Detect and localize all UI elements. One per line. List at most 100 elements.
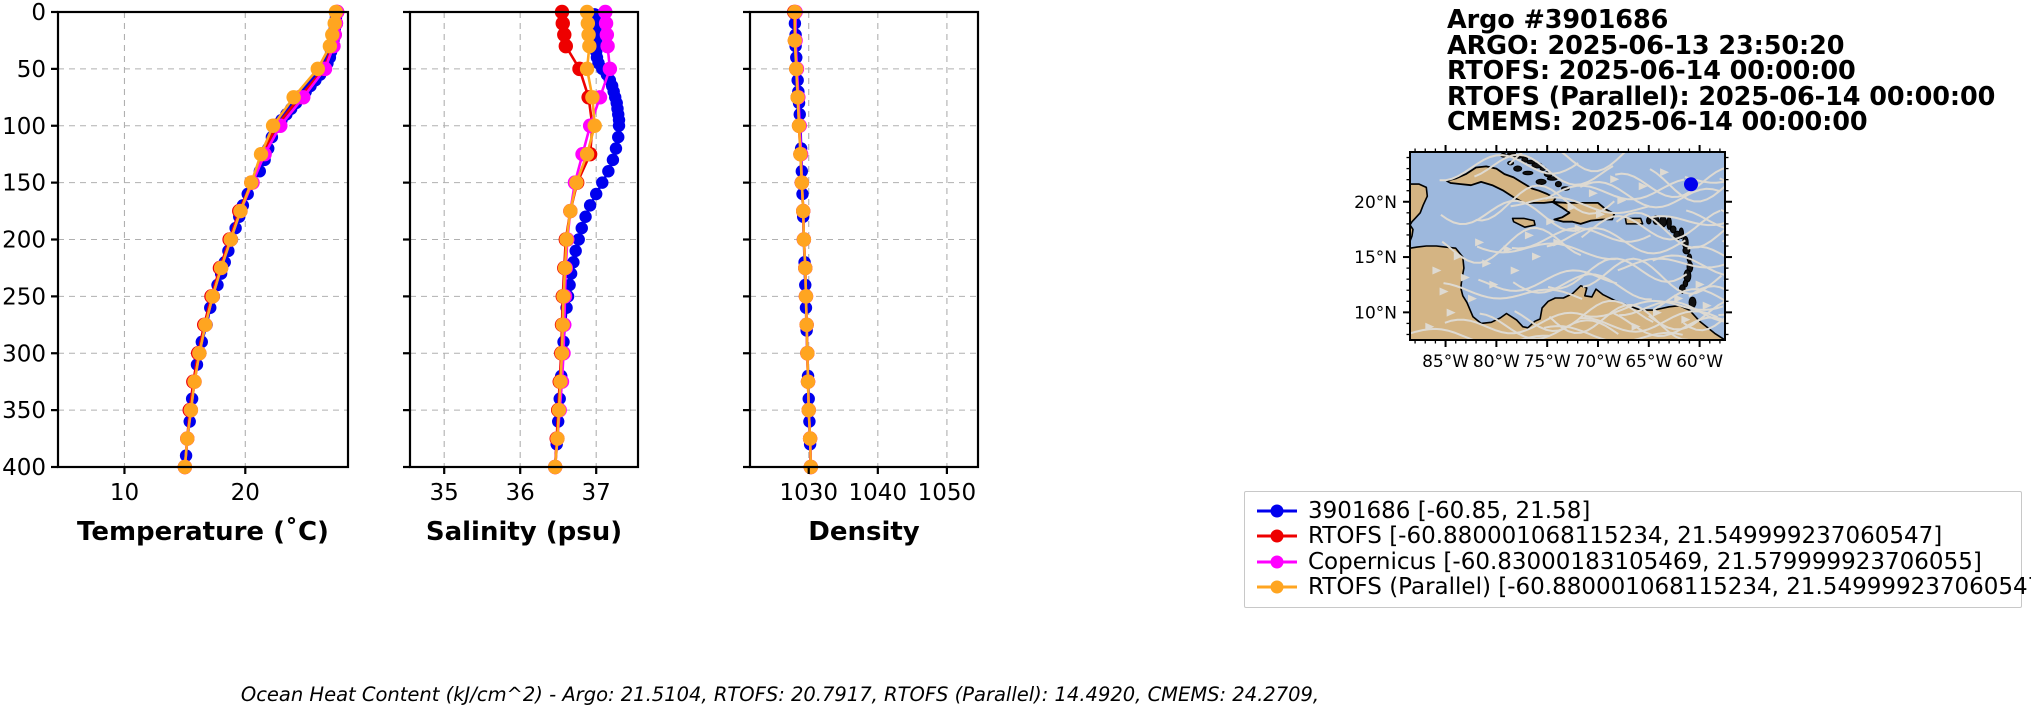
data-point	[286, 90, 301, 105]
temperature-chart: 0 50 100 150 200 250 300 350 400 10 20 Temperature …	[2, 0, 350, 547]
current-streamline	[1476, 242, 1616, 261]
data-point	[322, 38, 338, 54]
current-arrow	[1546, 217, 1556, 226]
data-point	[590, 187, 603, 201]
current-arrow	[1702, 301, 1712, 310]
legend-swatch-rtofs-parallel	[1257, 580, 1297, 594]
data-point	[555, 317, 570, 333]
current-streamline	[1546, 227, 1686, 255]
current-arrow	[1439, 287, 1449, 296]
map-y-tick-label: 10°N	[1354, 303, 1397, 323]
legend-item-copernicus[interactable]: Copernicus [-60.83000183105469, 21.57999…	[1255, 549, 2011, 575]
jamaica-landmass	[1511, 217, 1536, 228]
data-point	[581, 27, 596, 42]
float-location-marker[interactable]	[1684, 177, 1698, 192]
current-arrow	[1432, 266, 1442, 275]
y-tick-label: 300	[2, 341, 46, 367]
data-point	[265, 118, 281, 133]
data-point	[192, 346, 207, 361]
location-map: 85°W 80°W 75°W 70°W 65°W 60°W 10°N 15°N 20°N	[1354, 145, 1732, 372]
data-point	[558, 38, 573, 54]
x-axis-title: Temperature (˚C)	[77, 516, 329, 547]
rtofs-parallel-time-line: RTOFS (Parallel): 2025-06-14 00:00:00	[1447, 81, 1996, 112]
y-tick-label: 400	[2, 455, 46, 481]
current-arrow	[1631, 322, 1641, 331]
data-point	[606, 153, 620, 167]
x-tick-label: 36	[506, 480, 535, 506]
current-arrow	[1674, 294, 1684, 303]
data-point	[587, 118, 602, 133]
data-point	[602, 61, 618, 77]
current-streamline	[1582, 257, 1723, 295]
island	[1513, 165, 1523, 172]
legend-label-rtofs-parallel: RTOFS (Parallel) [-60.880001068115234, 2…	[1308, 574, 2031, 601]
current-arrow	[1524, 231, 1534, 240]
data-point	[579, 61, 595, 77]
density-chart: 1030 1040 1050 Density	[743, 4, 980, 547]
current-arrow	[1588, 189, 1598, 198]
data-point	[599, 27, 615, 42]
y-tick-label: 0	[31, 0, 46, 26]
map-y-tick-label: 20°N	[1354, 193, 1397, 213]
current-arrow	[1510, 266, 1520, 275]
legend-swatch-rtofs	[1257, 529, 1297, 543]
data-point	[327, 16, 342, 31]
legend-item-rtofs-parallel[interactable]: RTOFS (Parallel) [-60.880001068115234, 2…	[1255, 574, 2031, 600]
map-x-tick-label: 70°W	[1575, 352, 1622, 372]
data-point	[802, 431, 818, 446]
current-arrow	[1610, 175, 1620, 184]
current-arrow	[1574, 224, 1584, 233]
current-streamline	[1617, 257, 1725, 272]
data-point	[798, 260, 813, 276]
y-tick-label: 200	[2, 228, 46, 254]
legend-item-argo[interactable]: 3901686 [-60.85, 21.58]	[1255, 498, 2011, 524]
current-streamline	[1441, 226, 1582, 264]
current-streamline	[1473, 153, 1614, 186]
temperature-panel: 0 50 100 150 200 250 300 350 400 10 20 Temperature …	[0, 0, 380, 680]
data-point	[800, 346, 815, 361]
current-arrow	[1475, 238, 1485, 247]
current-arrow	[1468, 294, 1477, 303]
current-streamline	[1652, 254, 1725, 276]
data-point	[585, 90, 600, 105]
legend-item-rtofs[interactable]: RTOFS [-60.880001068115234, 21.549999237…	[1255, 523, 2011, 549]
data-point	[198, 317, 213, 333]
map-y-tick-label: 15°N	[1354, 248, 1397, 268]
data-point	[789, 61, 804, 77]
data-point	[253, 146, 269, 162]
data-point	[555, 16, 570, 31]
data-point	[787, 33, 803, 48]
current-arrow	[1460, 273, 1470, 282]
current-arrow	[1446, 308, 1456, 317]
data-point	[213, 260, 229, 276]
current-arrow	[1695, 280, 1705, 289]
data-point	[187, 374, 202, 389]
current-streamline	[1444, 311, 1584, 335]
data-point	[579, 146, 595, 162]
current-arrow	[1532, 252, 1542, 261]
current-arrow	[1553, 238, 1563, 247]
rtofs-time-line: RTOFS: 2025-06-14 00:00:00	[1447, 56, 1856, 87]
current-streamline	[1578, 310, 1718, 333]
data-point	[798, 289, 814, 304]
legend-label-copernicus: Copernicus [-60.83000183105469, 21.57999…	[1308, 548, 1982, 575]
data-point	[551, 402, 567, 418]
x-tick-label: 20	[231, 480, 260, 506]
x-tick-label: 1040	[849, 480, 908, 506]
current-streamline	[1584, 299, 1724, 318]
legend-swatch-argo	[1257, 504, 1297, 518]
salinity-chart: 35 36 37 Salinity (psu)	[403, 4, 640, 547]
current-streamline	[1719, 177, 1725, 182]
data-point	[233, 203, 248, 219]
data-point	[559, 232, 574, 247]
current-arrow	[1652, 308, 1662, 317]
current-streamline	[1475, 184, 1615, 222]
current-streamline	[1579, 180, 1720, 209]
island	[1522, 170, 1534, 176]
legend-label-argo: 3901686 [-60.85, 21.58]	[1308, 497, 1591, 524]
data-point	[554, 346, 570, 361]
cmems-time-line: CMEMS: 2025-06-14 00:00:00	[1447, 107, 1868, 138]
island	[1521, 156, 1529, 163]
data-point	[580, 16, 596, 31]
current-streamline	[1688, 285, 1725, 298]
